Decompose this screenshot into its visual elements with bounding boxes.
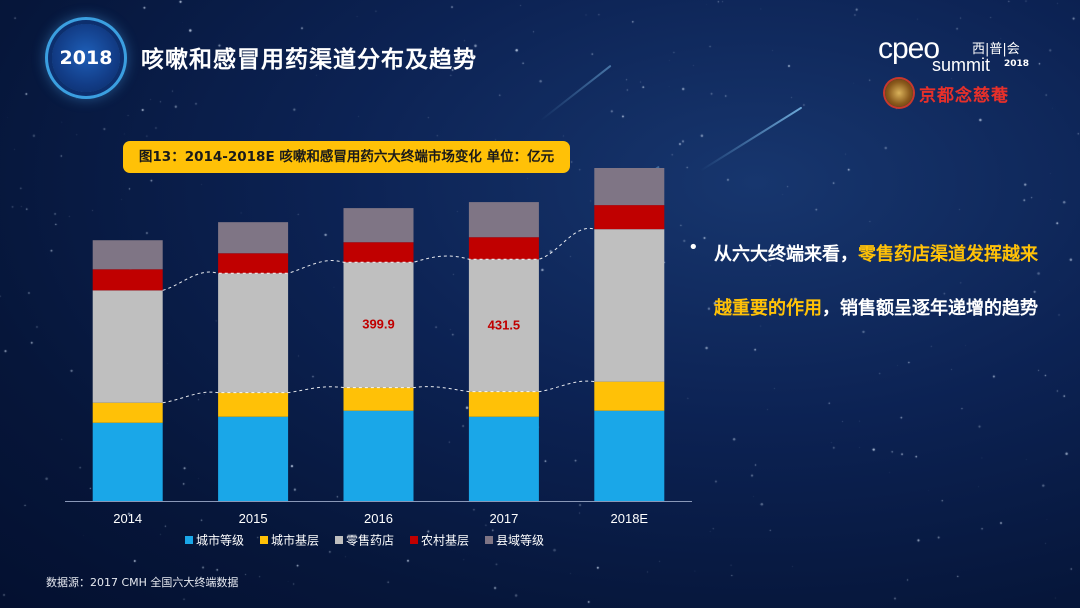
summit-logo-year: 2018: [1004, 59, 1030, 69]
bar-segment: [468, 391, 539, 417]
page-title: 咳嗽和感冒用药渠道分布及趋势: [141, 47, 477, 73]
summit-logo-word: summit: [932, 55, 990, 75]
bullet-text: 从六大终端来看，零售药店渠道发挥越来越重要的作用，销售额呈逐年递增的趋势: [714, 228, 1044, 336]
bar-segment: [594, 381, 665, 411]
bar-segment: [92, 422, 163, 501]
legend-swatch: [485, 536, 493, 544]
legend-swatch: [185, 536, 193, 544]
bar-segment: [468, 416, 539, 501]
bullet-dot: •: [688, 237, 699, 258]
source-note: 数据源：2017 CMH 全国六大终端数据: [46, 576, 239, 589]
cpeo-logo-word: cpeo: [878, 32, 940, 65]
bar-segment: [92, 402, 163, 423]
legend-label: 县域等级: [496, 534, 544, 548]
bar-segment: [218, 416, 289, 501]
bar-segment: [218, 222, 289, 254]
legend-swatch: [410, 536, 418, 544]
legend-label: 农村基层: [421, 534, 469, 548]
bar-segment: [92, 269, 163, 291]
x-tick-label: 2015: [239, 511, 268, 526]
data-label: 399.9: [362, 317, 395, 332]
legend-label: 零售药店: [346, 533, 394, 548]
bar-segment: [594, 205, 665, 230]
bar-segment: [468, 237, 539, 260]
bullet-text-highlight: 零售药店渠道发挥越来越重要的作用: [714, 244, 1038, 319]
bar-segment: [594, 410, 665, 501]
bar-segment: [92, 290, 163, 403]
bar-segment: [218, 273, 289, 393]
legend-label: 城市基层: [271, 533, 319, 548]
x-tick-label: 2016: [364, 511, 393, 526]
legend-label: 城市等级: [196, 533, 244, 548]
year-badge-text: 2018: [59, 47, 113, 69]
x-tick-label: 2018E: [611, 511, 649, 526]
bar-segment: [343, 208, 414, 243]
bar-segment: [343, 387, 414, 411]
cpeo-logo-cn: 西|普|会: [972, 42, 1020, 57]
cpeo-summit-logo: cpeo 西|普|会 summit 2018: [878, 32, 1038, 76]
x-tick-label: 2014: [113, 511, 142, 526]
brand-logo-text: 京都念慈菴: [919, 86, 1009, 106]
legend-swatch: [260, 536, 268, 544]
bar-segment: [343, 262, 414, 388]
chart-caption: 图13：2014-2018E 咳嗽和感冒用药六大终端市场变化 单位：亿元: [123, 141, 570, 173]
trend-line: [162, 380, 595, 404]
bar-segment: [343, 242, 414, 263]
bullet-text-part1: 从六大终端来看，: [714, 244, 858, 265]
bar-segment: [468, 259, 539, 392]
x-tick-label: 2017: [489, 511, 518, 526]
legend-swatch: [335, 536, 343, 544]
bullet-text-part2: ，销售额呈逐年递增的趋势: [822, 298, 1038, 319]
brand-seal-logo: [885, 79, 913, 107]
bar-segment: [594, 167, 665, 206]
bar-segment: [343, 410, 414, 501]
data-label: 431.5: [488, 317, 521, 332]
bar-segment: [594, 229, 665, 382]
bar-segment: [468, 202, 539, 238]
bar-segment: [218, 253, 289, 274]
bar-segment: [218, 392, 289, 417]
year-badge: 2018: [52, 24, 120, 92]
bar-segment: [92, 240, 163, 270]
trend-line: [162, 227, 595, 291]
